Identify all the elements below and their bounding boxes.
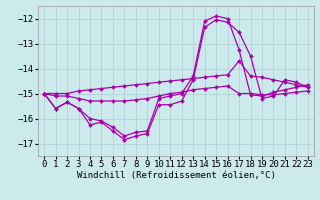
X-axis label: Windchill (Refroidissement éolien,°C): Windchill (Refroidissement éolien,°C) [76, 171, 276, 180]
